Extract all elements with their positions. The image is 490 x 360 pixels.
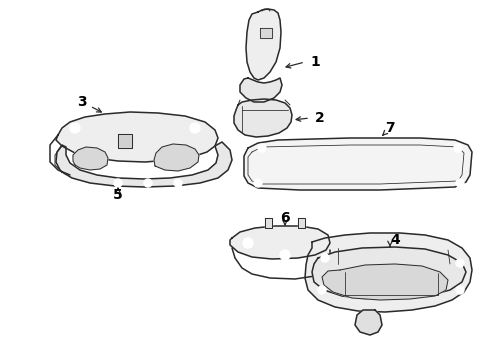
Circle shape bbox=[114, 179, 122, 187]
Polygon shape bbox=[240, 78, 282, 102]
Polygon shape bbox=[246, 9, 281, 80]
Circle shape bbox=[318, 286, 326, 294]
Circle shape bbox=[174, 179, 182, 187]
Circle shape bbox=[456, 259, 464, 267]
Polygon shape bbox=[260, 28, 272, 38]
Circle shape bbox=[456, 179, 464, 187]
Circle shape bbox=[258, 144, 266, 152]
Polygon shape bbox=[312, 247, 466, 299]
Polygon shape bbox=[56, 142, 232, 187]
Circle shape bbox=[70, 123, 80, 133]
Polygon shape bbox=[244, 138, 472, 190]
Text: 4: 4 bbox=[390, 233, 400, 247]
Polygon shape bbox=[234, 99, 292, 137]
Circle shape bbox=[254, 179, 262, 187]
Polygon shape bbox=[305, 233, 472, 312]
Circle shape bbox=[190, 123, 200, 133]
Text: 6: 6 bbox=[280, 211, 290, 225]
Text: 3: 3 bbox=[77, 95, 87, 109]
Polygon shape bbox=[298, 218, 305, 228]
Polygon shape bbox=[265, 218, 272, 228]
Polygon shape bbox=[355, 310, 382, 335]
Polygon shape bbox=[56, 112, 218, 162]
Polygon shape bbox=[154, 144, 199, 171]
Text: 2: 2 bbox=[315, 111, 325, 125]
Text: 5: 5 bbox=[113, 188, 123, 202]
Circle shape bbox=[243, 238, 253, 248]
Polygon shape bbox=[230, 226, 330, 259]
Text: 1: 1 bbox=[310, 55, 320, 69]
Circle shape bbox=[144, 179, 152, 187]
Circle shape bbox=[280, 250, 290, 260]
Text: 7: 7 bbox=[385, 121, 395, 135]
Circle shape bbox=[456, 286, 464, 294]
Polygon shape bbox=[73, 147, 108, 170]
Circle shape bbox=[454, 144, 462, 152]
Polygon shape bbox=[118, 134, 132, 148]
Polygon shape bbox=[322, 264, 448, 300]
Circle shape bbox=[321, 254, 329, 262]
